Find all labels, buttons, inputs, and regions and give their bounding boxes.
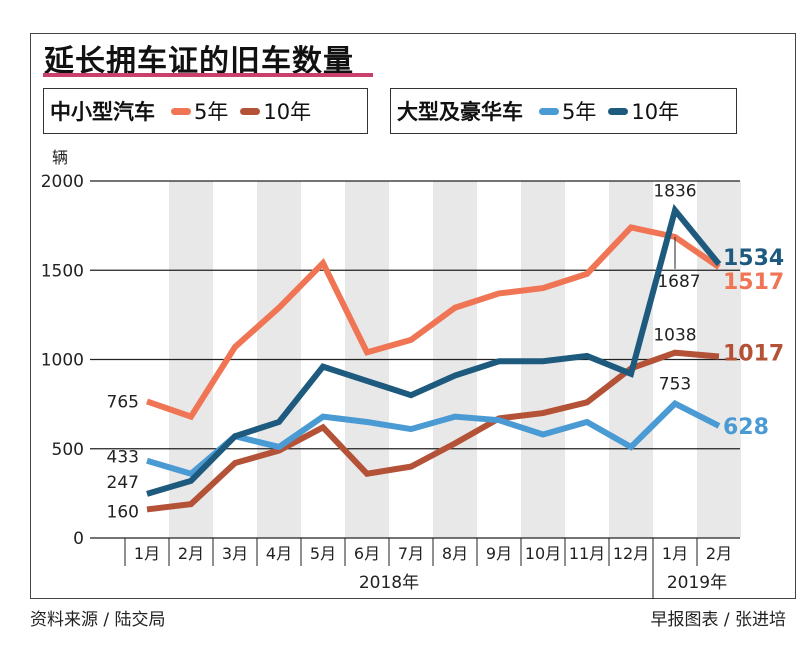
y-tick-label: 0 xyxy=(73,529,84,549)
x-tick-label: 9月 xyxy=(486,544,512,563)
x-tick-label: 1月 xyxy=(662,544,688,563)
series-line-3 xyxy=(146,203,722,497)
y-axis-unit: 辆 xyxy=(52,148,69,167)
y-tick-label: 1500 xyxy=(41,261,84,281)
x-tick-label: 7月 xyxy=(398,544,424,563)
source-note: 资料来源 / 陆交局 xyxy=(30,610,166,630)
chart-frame xyxy=(30,33,796,599)
series-line-1 xyxy=(146,349,720,513)
x-tick-label: 5月 xyxy=(310,544,336,563)
y-tick-label: 1000 xyxy=(41,351,84,371)
legend-label: 10年 xyxy=(263,100,312,124)
legend-swatch xyxy=(171,107,191,115)
data-label: 628 xyxy=(723,415,769,440)
x-tick-label: 12月 xyxy=(613,544,649,563)
legend-small-cars: 中小型汽车 5年 10年 xyxy=(43,88,368,134)
x-tick-label: 2月 xyxy=(178,544,204,563)
legend-swatch xyxy=(608,107,629,115)
data-label: 433 xyxy=(107,448,139,468)
x-tick-label: 10月 xyxy=(525,544,561,563)
data-label: 765 xyxy=(107,392,139,412)
data-label: 247 xyxy=(107,473,139,493)
x-tick-label: 4月 xyxy=(266,544,292,563)
x-tick-label: 2月 xyxy=(706,544,732,563)
x-tick-label: 8月 xyxy=(442,544,468,563)
title-underline xyxy=(43,73,373,77)
data-label: 753 xyxy=(659,375,691,395)
data-label: 1836 xyxy=(653,181,696,201)
x-tick-label: 1月 xyxy=(134,544,160,563)
x-tick-label: 3月 xyxy=(222,544,248,563)
year-label: 2018年 xyxy=(359,573,419,593)
data-label: 1534 xyxy=(723,246,784,271)
y-tick-label: 2000 xyxy=(41,172,84,192)
legend-swatch xyxy=(240,107,261,115)
year-label: 2019年 xyxy=(667,573,727,593)
data-label: 1687 xyxy=(657,272,700,292)
series-line-2 xyxy=(146,399,721,478)
data-label: 1017 xyxy=(723,341,784,366)
legend-label: 5年 xyxy=(194,100,229,124)
x-tick-label: 11月 xyxy=(569,544,605,563)
legend-group-label: 大型及豪华车 xyxy=(397,100,523,124)
credit-note: 早报图表 / 张进培 xyxy=(650,610,786,630)
data-label: 160 xyxy=(107,502,139,522)
data-label: 1038 xyxy=(653,326,696,346)
y-tick-label: 500 xyxy=(52,440,84,460)
data-label: 1517 xyxy=(723,270,784,295)
legend-swatch xyxy=(539,107,559,115)
legend-label: 5年 xyxy=(562,100,597,124)
legend-label: 10年 xyxy=(631,100,680,124)
legend-large-cars: 大型及豪华车 5年 10年 xyxy=(390,88,737,134)
legend-group-label: 中小型汽车 xyxy=(50,100,155,124)
x-tick-label: 6月 xyxy=(354,544,380,563)
series-line-0 xyxy=(146,224,721,421)
